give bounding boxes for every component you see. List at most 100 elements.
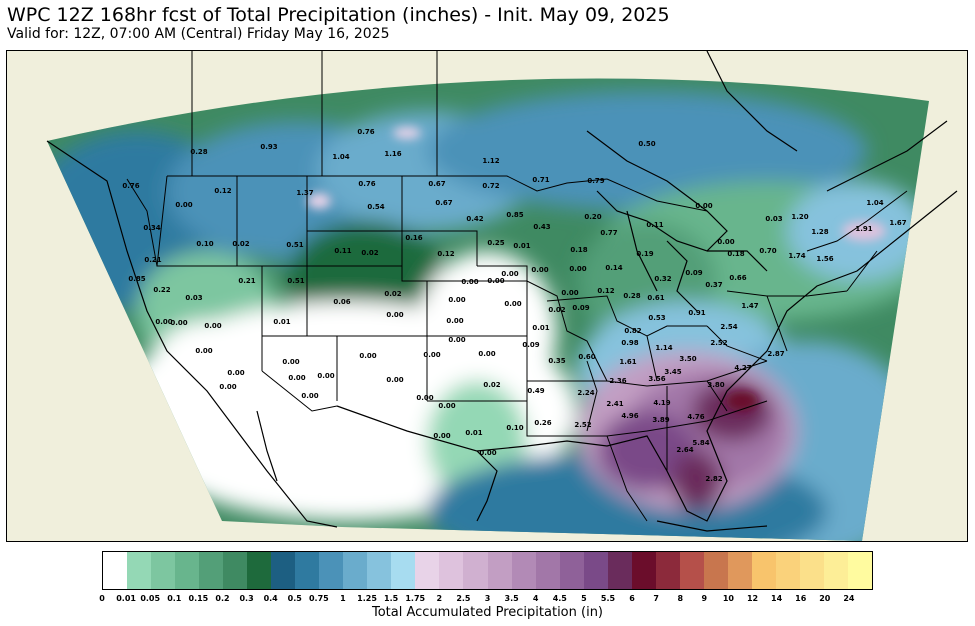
precip-value-label: 0.02 <box>384 290 401 298</box>
precip-value-label: 0.70 <box>759 247 776 255</box>
precip-value-label: 0.00 <box>227 369 244 377</box>
colorbar-tick-label: 0.4 <box>263 594 278 603</box>
state-boundaries <box>126 51 908 522</box>
precip-value-label: 0.03 <box>765 215 782 223</box>
colorbar-segment <box>415 552 440 589</box>
precip-value-label: 0.37 <box>705 281 722 289</box>
precip-value-label: 0.02 <box>483 381 500 389</box>
colorbar-tick-label: 9 <box>701 594 708 603</box>
colorbar-segment <box>343 552 368 589</box>
precip-value-label: 0.79 <box>587 177 604 185</box>
precip-value-label: 0.76 <box>357 128 374 136</box>
precip-value-label: 3.80 <box>707 381 724 389</box>
precip-value-label: 5.84 <box>692 439 709 447</box>
colorbar-tick-label: 2.5 <box>456 594 471 603</box>
precip-value-label: 0.00 <box>569 265 586 273</box>
precip-value-label: 0.00 <box>317 372 334 380</box>
precip-value-label: 0.20 <box>584 213 601 221</box>
precip-value-label: 0.50 <box>638 140 655 148</box>
colorbar-tick-label: 20 <box>819 594 831 603</box>
precip-value-label: 0.00 <box>170 319 187 327</box>
colorbar-segment <box>703 552 728 589</box>
precip-value-label: 0.12 <box>437 250 454 258</box>
precip-value-label: 0.35 <box>548 357 565 365</box>
precip-value-label: 0.76 <box>122 182 139 190</box>
precip-value-label: 0.00 <box>282 358 299 366</box>
precip-value-label: 0.01 <box>513 242 530 250</box>
precip-value-label: 0.14 <box>605 264 622 272</box>
precip-value-label: 2.24 <box>577 389 594 397</box>
precip-value-label: 0.00 <box>717 238 734 246</box>
colorbar-segment <box>319 552 344 589</box>
precip-value-label: 0.67 <box>428 180 445 188</box>
precip-value-label: 0.00 <box>175 201 192 209</box>
precip-value-label: 0.10 <box>506 424 523 432</box>
precip-value-label: 0.00 <box>288 374 305 382</box>
colorbar-segment <box>367 552 392 589</box>
precip-value-label: 0.71 <box>532 176 549 184</box>
precip-value-label: 0.54 <box>367 203 384 211</box>
precip-value-label: 0.51 <box>286 241 303 249</box>
precip-value-label: 0.00 <box>561 289 578 297</box>
precip-value-label: 0.26 <box>534 419 551 427</box>
colorbar-segment <box>847 552 872 589</box>
precip-value-labels: 0.76 0.93 1.04 1.16 1.12 0.50 0.28 0.71 0.79 0.67… <box>122 128 906 483</box>
precip-value-label: 0.91 <box>688 309 705 317</box>
precip-value-label: 3.45 <box>664 368 681 376</box>
colorbar-tick-label: 0.01 <box>116 594 136 603</box>
precip-value-label: 1.16 <box>384 150 401 158</box>
precip-value-label: 4.96 <box>621 412 638 420</box>
precip-value-label: 0.01 <box>273 318 290 326</box>
precip-value-label: 1.74 <box>788 252 805 260</box>
precip-value-label: 2.36 <box>609 377 626 385</box>
precip-value-label: 2.54 <box>720 323 737 331</box>
precip-value-label: 0.66 <box>729 274 746 282</box>
colorbar-segment <box>391 552 416 589</box>
precip-value-label: 0.00 <box>433 432 450 440</box>
precip-value-label: 2.41 <box>606 400 623 408</box>
colorbar-segment <box>607 552 632 589</box>
precip-value-label: 1.91 <box>855 225 872 233</box>
map-subtitle: Valid for: 12Z, 07:00 AM (Central) Frida… <box>7 26 390 42</box>
precip-value-label: 0.00 <box>416 394 433 402</box>
precip-value-label: 0.00 <box>461 278 478 286</box>
precip-value-label: 1.56 <box>816 255 833 263</box>
precip-value-label: 0.00 <box>423 351 440 359</box>
precip-value-label: 0.00 <box>301 392 318 400</box>
colorbar-segment <box>799 552 824 589</box>
precip-value-label: 0.00 <box>448 296 465 304</box>
colorbar-tick-label: 1.75 <box>405 594 426 603</box>
colorbar-tick-label: 3 <box>484 594 491 603</box>
precip-value-label: 3.56 <box>648 375 665 383</box>
precip-value-label: 0.01 <box>465 429 482 437</box>
colorbar-segment <box>223 552 248 589</box>
colorbar-tick-label: 1.25 <box>357 594 377 603</box>
colorbar-tick-label: 10 <box>722 594 735 603</box>
precip-value-label: 0.22 <box>153 286 170 294</box>
colorbar-tick-label: 12 <box>746 594 759 603</box>
precip-value-label: 0.28 <box>190 148 207 156</box>
colorbar-segment <box>271 552 296 589</box>
precip-value-label: 0.00 <box>504 300 521 308</box>
precip-value-label: 1.14 <box>655 344 672 352</box>
colorbar-segment <box>103 552 128 589</box>
colorbar-tick-label: 6 <box>629 594 635 603</box>
precip-value-label: 0.00 <box>479 449 496 457</box>
precip-value-label: 0.06 <box>333 298 350 306</box>
forecast-field <box>47 78 929 541</box>
colorbar-segment <box>175 552 200 589</box>
map-svg: 0.76 0.93 1.04 1.16 1.12 0.50 0.28 0.71 0.79 0.67… <box>7 51 967 541</box>
precip-value-label: 0.19 <box>636 250 653 258</box>
precip-value-label: 0.85 <box>506 211 523 219</box>
precip-value-label: 0.00 <box>487 277 504 285</box>
precip-value-label: 3.89 <box>652 416 669 424</box>
precip-value-label: 0.00 <box>448 336 465 344</box>
colorbar-tick-label: 1.5 <box>384 594 399 603</box>
colorbar-tick-label: 3.5 <box>504 594 519 603</box>
colorbar-segment <box>511 552 536 589</box>
map-title: WPC 12Z 168hr fcst of Total Precipitatio… <box>7 4 670 26</box>
colorbar-segment <box>199 552 224 589</box>
precip-value-label: 0.09 <box>572 304 589 312</box>
precip-value-label: 0.00 <box>204 322 221 330</box>
precip-value-label: 0.72 <box>482 182 499 190</box>
